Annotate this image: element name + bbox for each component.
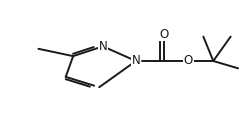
Text: O: O bbox=[159, 28, 168, 41]
Text: N: N bbox=[98, 40, 107, 53]
Text: N: N bbox=[131, 55, 140, 67]
Text: O: O bbox=[184, 55, 193, 67]
